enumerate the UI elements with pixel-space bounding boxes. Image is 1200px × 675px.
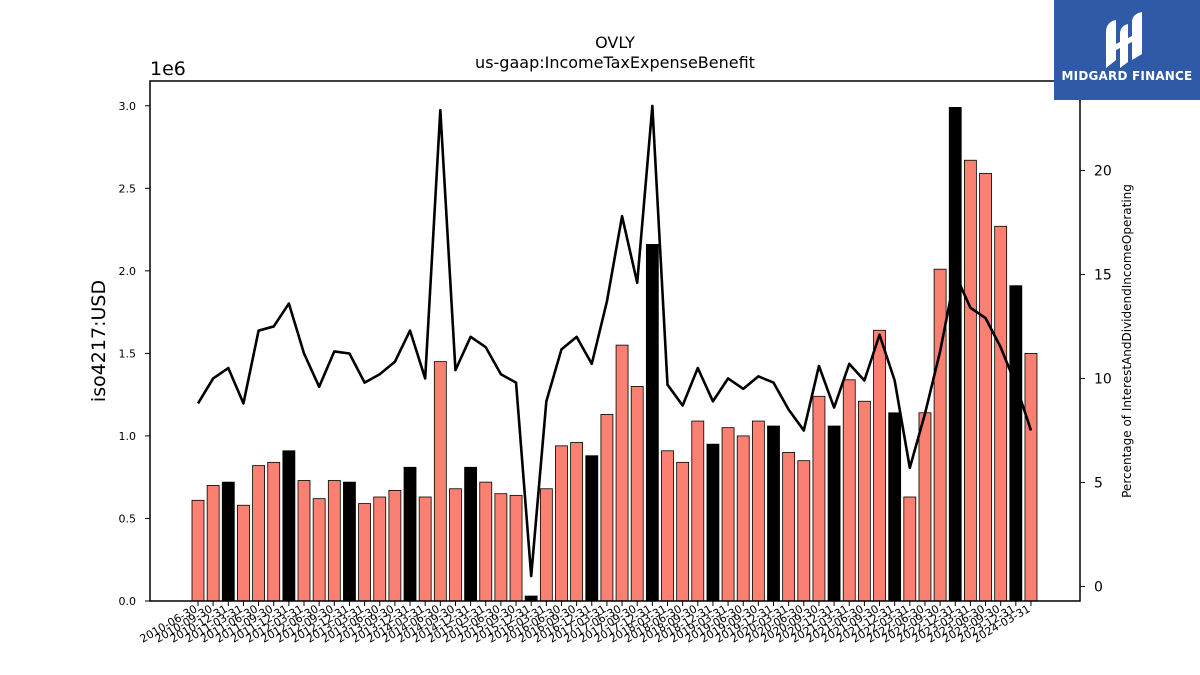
bar xyxy=(661,450,674,602)
bar xyxy=(479,481,493,602)
bar xyxy=(570,442,584,602)
bar xyxy=(736,435,750,602)
bar xyxy=(252,465,265,602)
bar xyxy=(358,503,372,602)
bar xyxy=(918,412,932,602)
y2-tick-label: 5 xyxy=(1094,475,1103,491)
bar xyxy=(449,488,462,602)
bar xyxy=(585,455,599,602)
bar xyxy=(373,496,387,602)
y-tick-label: 1.0 xyxy=(119,430,137,443)
y2-axis-label: Percentage of InterestAndDividendIncomeO… xyxy=(1120,184,1134,498)
series-line xyxy=(196,104,1033,578)
bar xyxy=(282,450,296,602)
plot-area: 0.00.51.01.52.02.53.0051015202010-06-302… xyxy=(119,100,1112,646)
chart-title: OVLY xyxy=(595,33,635,52)
bar xyxy=(327,480,341,602)
bar xyxy=(888,412,902,602)
bar xyxy=(388,489,402,602)
plot-frame xyxy=(149,80,1081,602)
bar xyxy=(903,496,917,602)
brand-logo: MIDGARD FINANCE xyxy=(1054,0,1200,100)
y2-tick-label: 10 xyxy=(1094,371,1112,387)
y2-tick-label: 20 xyxy=(1094,163,1112,179)
y-tick-label: 2.0 xyxy=(119,265,137,278)
bar xyxy=(706,443,720,602)
bar xyxy=(555,445,568,602)
bar xyxy=(979,173,992,602)
bar xyxy=(1024,352,1038,602)
bar xyxy=(464,466,478,602)
y-axis-multiplier: 1e6 xyxy=(150,58,186,80)
midgard-logo-icon xyxy=(1106,12,1142,68)
bar xyxy=(206,485,220,602)
bar xyxy=(600,414,614,602)
bar xyxy=(297,480,311,602)
bar xyxy=(267,461,281,602)
bar xyxy=(191,499,205,602)
bar xyxy=(827,425,841,602)
bar xyxy=(433,361,447,602)
bar xyxy=(767,425,780,602)
bar xyxy=(857,400,871,602)
bar xyxy=(312,498,326,602)
bar xyxy=(873,329,886,602)
bar xyxy=(721,427,735,602)
bar xyxy=(221,481,235,602)
bar xyxy=(1009,285,1023,602)
bar xyxy=(509,494,523,602)
bar xyxy=(963,159,977,602)
bar xyxy=(842,379,856,602)
y-axis-label: iso4217:USD xyxy=(88,280,110,402)
y-tick-label: 0.5 xyxy=(119,512,137,525)
y-tick-label: 1.5 xyxy=(119,347,137,360)
bar xyxy=(812,395,826,602)
bar xyxy=(691,420,705,602)
bar xyxy=(343,481,356,602)
bar xyxy=(797,460,811,602)
bar xyxy=(494,493,508,602)
chart-subtitle: us-gaap:IncomeTaxExpenseBenefit xyxy=(475,53,755,72)
bar xyxy=(751,420,765,602)
y2-tick-label: 15 xyxy=(1094,267,1112,283)
y2-tick-label: 0 xyxy=(1094,579,1103,595)
y-tick-label: 0.0 xyxy=(119,595,137,608)
logo-text: MIDGARD FINANCE xyxy=(1061,69,1193,83)
bar xyxy=(933,268,947,602)
bar xyxy=(237,504,250,602)
y-tick-label: 2.5 xyxy=(119,182,137,195)
bar xyxy=(782,452,796,602)
bar xyxy=(539,488,553,602)
bar xyxy=(994,225,1008,602)
bar xyxy=(645,244,659,602)
bar xyxy=(615,344,629,602)
bar xyxy=(403,466,417,602)
bar xyxy=(418,496,432,602)
bar xyxy=(630,385,644,602)
bar xyxy=(948,107,962,602)
bar xyxy=(676,461,690,602)
y-tick-label: 3.0 xyxy=(119,100,137,113)
